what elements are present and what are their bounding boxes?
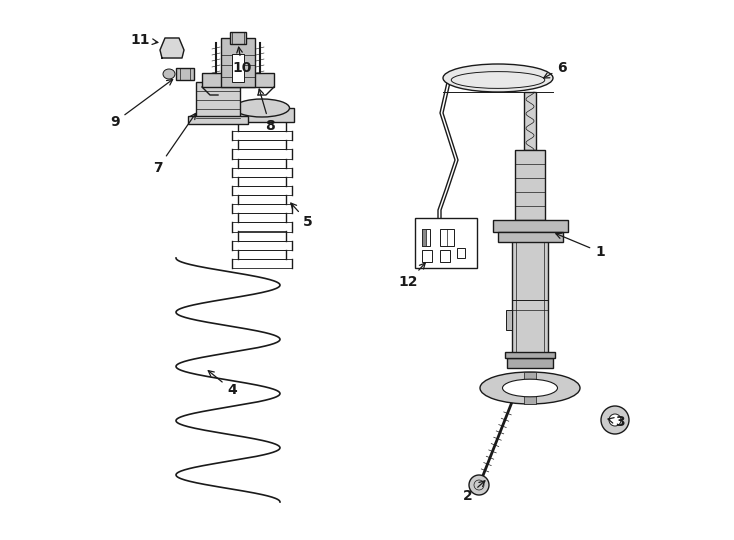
Text: 2: 2	[463, 481, 485, 503]
Ellipse shape	[503, 379, 558, 397]
Bar	[440, 250, 450, 262]
Bar	[196, 82, 240, 118]
Bar	[221, 38, 255, 87]
Bar	[188, 116, 248, 124]
Bar	[415, 218, 477, 268]
Text: 12: 12	[399, 263, 425, 289]
Text: 1: 1	[556, 233, 605, 259]
Bar	[440, 229, 454, 246]
Ellipse shape	[234, 99, 289, 117]
Bar	[422, 229, 426, 246]
Circle shape	[469, 475, 489, 495]
Text: 10: 10	[233, 47, 252, 75]
Bar	[230, 108, 294, 122]
Bar	[524, 372, 536, 404]
Ellipse shape	[163, 69, 175, 79]
Bar	[232, 54, 244, 82]
Bar	[515, 150, 545, 220]
Text: 3: 3	[608, 415, 625, 429]
Circle shape	[609, 414, 621, 426]
Bar	[202, 73, 274, 87]
Bar	[493, 220, 567, 232]
Bar	[457, 248, 465, 258]
Text: 4: 4	[208, 370, 237, 397]
Bar	[422, 250, 432, 262]
Bar	[422, 229, 430, 246]
Ellipse shape	[480, 372, 580, 404]
Text: 5: 5	[291, 203, 313, 229]
Text: 9: 9	[110, 79, 172, 129]
Text: 7: 7	[153, 113, 196, 175]
Ellipse shape	[443, 64, 553, 92]
Text: 6: 6	[544, 61, 567, 78]
Bar	[506, 310, 512, 330]
Circle shape	[601, 406, 629, 434]
Bar	[176, 68, 194, 80]
Polygon shape	[160, 38, 184, 58]
Bar	[507, 358, 553, 368]
Bar	[230, 32, 246, 44]
Bar	[505, 352, 555, 358]
Bar	[524, 92, 536, 150]
Text: 8: 8	[258, 89, 275, 133]
Bar	[512, 232, 548, 365]
Text: 11: 11	[130, 33, 158, 47]
Bar	[498, 232, 562, 242]
